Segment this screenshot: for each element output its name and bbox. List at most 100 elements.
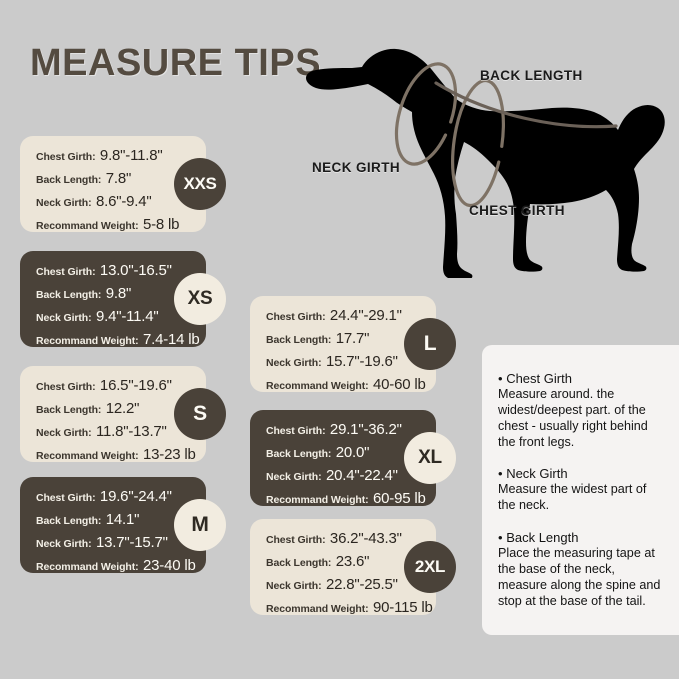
info-heading-label: Back Length [506,530,579,546]
info-heading-label: Neck Girth [506,466,568,482]
size-card-rows: Chest Girth: 13.0"-16.5" Back Length: 9.… [36,263,200,348]
row-label-neck: Neck Girth: [36,312,92,324]
row-label-weight: Recommand Weight: [36,561,139,573]
size-card-xs[interactable]: Chest Girth: 13.0"-16.5" Back Length: 9.… [20,251,226,348]
bullet-icon: • [498,466,503,482]
row-chest-girth: Chest Girth: 36.2"-43.3" [266,531,402,547]
size-card-s[interactable]: Chest Girth: 16.5"-19.6" Back Length: 12… [20,366,226,463]
row-value-weight: 23-40 lb [142,557,196,574]
row-value-chest: 16.5"-19.6" [99,377,172,394]
row-label-weight: Recommand Weight: [36,335,139,347]
row-value-chest: 24.4"-29.1" [329,307,402,324]
row-value-weight: 90-115 lb [372,599,433,616]
row-label-neck: Neck Girth: [36,427,92,439]
row-weight: Recommand Weight: 5-8 lb [36,217,180,233]
dog-silhouette-svg [306,48,665,280]
size-badge-xs: XS [174,273,226,325]
info-body-neck-girth: Measure the widest part of the neck. [498,482,647,513]
row-label-neck: Neck Girth: [36,538,92,550]
info-heading-neck-girth: • Neck Girth [498,466,667,481]
row-label-back: Back Length: [266,334,332,346]
row-weight: Recommand Weight: 13-23 lb [36,447,196,463]
row-value-neck: 13.7"-15.7" [95,534,168,551]
row-chest-girth: Chest Girth: 19.6"-24.4" [36,489,172,505]
size-card-xl[interactable]: Chest Girth: 29.1"-36.2" Back Length: 20… [250,410,456,507]
row-value-weight: 7.4-14 lb [142,331,200,348]
back-length-tape-icon [434,81,618,129]
row-neck-girth: Neck Girth: 20.4"-22.4" [266,468,398,484]
diagram-label-chest-girth: CHEST GIRTH [469,203,565,218]
row-value-back: 14.1" [105,511,140,528]
diagram-label-back-length: BACK LENGTH [480,68,583,83]
row-weight: Recommand Weight: 90-115 lb [266,600,433,616]
size-card-m[interactable]: Chest Girth: 19.6"-24.4" Back Length: 14… [20,477,226,574]
row-value-neck: 9.4"-11.4" [95,308,159,325]
row-label-chest: Chest Girth: [36,266,96,278]
row-label-chest: Chest Girth: [36,381,96,393]
dog-silhouette-path [306,48,665,280]
bullet-icon: • [498,530,503,546]
bullet-icon: • [498,371,503,386]
row-chest-girth: Chest Girth: 29.1"-36.2" [266,422,402,438]
row-value-chest: 19.6"-24.4" [99,488,172,505]
row-value-chest: 29.1"-36.2" [329,421,402,438]
info-heading-back-length: • Back Length [498,530,667,545]
info-block-back-length: • Back Length Place the measuring tape a… [498,530,667,609]
row-value-neck: 11.8"-13.7" [95,423,167,440]
row-label-back: Back Length: [36,289,102,301]
row-back-length: Back Length: 14.1" [36,512,154,528]
row-weight: Recommand Weight: 40-60 lb [266,377,426,393]
size-badge-l: L [404,318,456,370]
row-label-back: Back Length: [36,515,102,527]
row-chest-girth: Chest Girth: 9.8"-11.8" [36,148,163,164]
row-label-neck: Neck Girth: [36,197,92,209]
size-badge-s: S [174,388,226,440]
size-badge-2xl: 2XL [404,541,456,593]
size-card-xxs[interactable]: Chest Girth: 9.8"-11.8" Back Length: 7.8… [20,136,226,233]
size-card-l[interactable]: Chest Girth: 24.4"-29.1" Back Length: 17… [250,296,456,393]
info-body-chest-girth: Measure around. the widest/deepest part.… [498,387,648,449]
measurement-instructions-panel: • Chest Girth Measure around. the widest… [482,345,679,635]
row-chest-girth: Chest Girth: 13.0"-16.5" [36,263,172,279]
row-back-length: Back Length: 17.7" [266,331,384,347]
row-label-chest: Chest Girth: [36,151,96,163]
row-value-back: 9.8" [105,285,132,302]
row-value-neck: 22.8"-25.5" [325,576,398,593]
size-card-rows: Chest Girth: 36.2"-43.3" Back Length: 23… [266,531,433,616]
row-value-back: 17.7" [335,330,370,347]
info-heading-chest-girth: • Chest Girth [498,371,667,386]
row-label-neck: Neck Girth: [266,471,322,483]
size-badge-m: M [174,499,226,551]
row-label-chest: Chest Girth: [36,492,96,504]
row-value-chest: 36.2"-43.3" [329,530,402,547]
row-value-neck: 15.7"-19.6" [325,353,398,370]
row-value-back: 23.6" [335,553,370,570]
size-card-2xl[interactable]: Chest Girth: 36.2"-43.3" Back Length: 23… [250,519,456,616]
neck-girth-tape-icon [394,62,458,166]
page-title: MEASURE TIPS [30,42,322,84]
size-card-rows: Chest Girth: 9.8"-11.8" Back Length: 7.8… [36,148,180,233]
row-value-neck: 8.6"-9.4" [95,193,152,210]
row-weight: Recommand Weight: 7.4-14 lb [36,332,200,348]
row-back-length: Back Length: 23.6" [266,554,384,570]
row-value-weight: 60-95 lb [372,490,426,507]
row-label-neck: Neck Girth: [266,580,322,592]
row-chest-girth: Chest Girth: 16.5"-19.6" [36,378,172,394]
row-weight: Recommand Weight: 60-95 lb [266,491,426,507]
row-label-chest: Chest Girth: [266,311,326,323]
row-value-neck: 20.4"-22.4" [325,467,398,484]
row-back-length: Back Length: 9.8" [36,286,154,302]
row-label-back: Back Length: [36,174,102,186]
info-heading-label: Chest Girth [506,371,572,386]
chest-girth-tape-icon [451,78,505,208]
row-neck-girth: Neck Girth: 22.8"-25.5" [266,577,398,593]
row-value-weight: 5-8 lb [142,216,180,233]
row-neck-girth: Neck Girth: 13.7"-15.7" [36,535,168,551]
size-card-rows: Chest Girth: 16.5"-19.6" Back Length: 12… [36,378,196,463]
row-label-weight: Recommand Weight: [36,220,139,232]
row-label-back: Back Length: [266,557,332,569]
row-neck-girth: Neck Girth: 8.6"-9.4" [36,194,154,210]
row-value-weight: 13-23 lb [142,446,196,463]
size-card-rows: Chest Girth: 19.6"-24.4" Back Length: 14… [36,489,196,574]
